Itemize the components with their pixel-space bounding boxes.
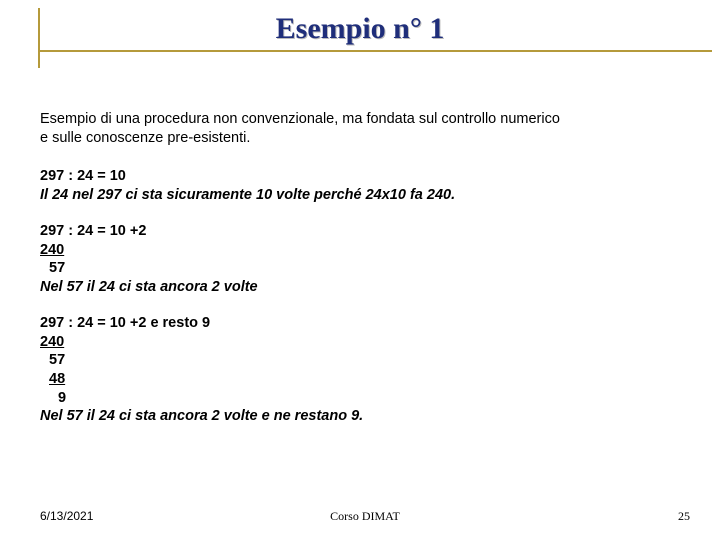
step-3: 297 : 24 = 10 +2 e resto 9 240 57 48 9 N… xyxy=(40,314,690,425)
step2-equation: 297 : 24 = 10 +2 xyxy=(40,222,690,241)
slide-title: Esempio n° 1 xyxy=(276,12,445,46)
step2-explain: Nel 57 il 24 ci sta ancora 2 volte xyxy=(40,278,690,297)
step-1: 297 : 24 = 10 Il 24 nel 297 ci sta sicur… xyxy=(40,167,690,204)
intro-text: Esempio di una procedura non convenziona… xyxy=(40,110,690,147)
step3-calc-4: 9 xyxy=(40,389,690,408)
step2-calc-2: 57 xyxy=(40,259,690,278)
step3-calc-3: 48 xyxy=(40,370,690,389)
step3-equation: 297 : 24 = 10 +2 e resto 9 xyxy=(40,314,690,333)
step3-explain: Nel 57 il 24 ci sta ancora 2 volte e ne … xyxy=(40,407,690,426)
step2-calc-1: 240 xyxy=(40,241,690,260)
footer-course: Corso DIMAT xyxy=(40,509,690,524)
step-2: 297 : 24 = 10 +2 240 57 Nel 57 il 24 ci … xyxy=(40,222,690,296)
slide-footer: 6/13/2021 Corso DIMAT 25 xyxy=(40,509,690,524)
slide-content: Esempio di una procedura non convenziona… xyxy=(40,110,690,444)
step1-equation: 297 : 24 = 10 xyxy=(40,167,690,186)
step3-calc-1: 240 xyxy=(40,333,690,352)
title-rule-top xyxy=(38,50,712,52)
step3-calc-2: 57 xyxy=(40,351,690,370)
title-area: Esempio n° 1 xyxy=(0,0,720,52)
intro-line-1: Esempio di una procedura non convenziona… xyxy=(40,110,690,129)
intro-line-2: e sulle conoscenze pre-esistenti. xyxy=(40,129,690,148)
step1-explain: Il 24 nel 297 ci sta sicuramente 10 volt… xyxy=(40,186,690,205)
